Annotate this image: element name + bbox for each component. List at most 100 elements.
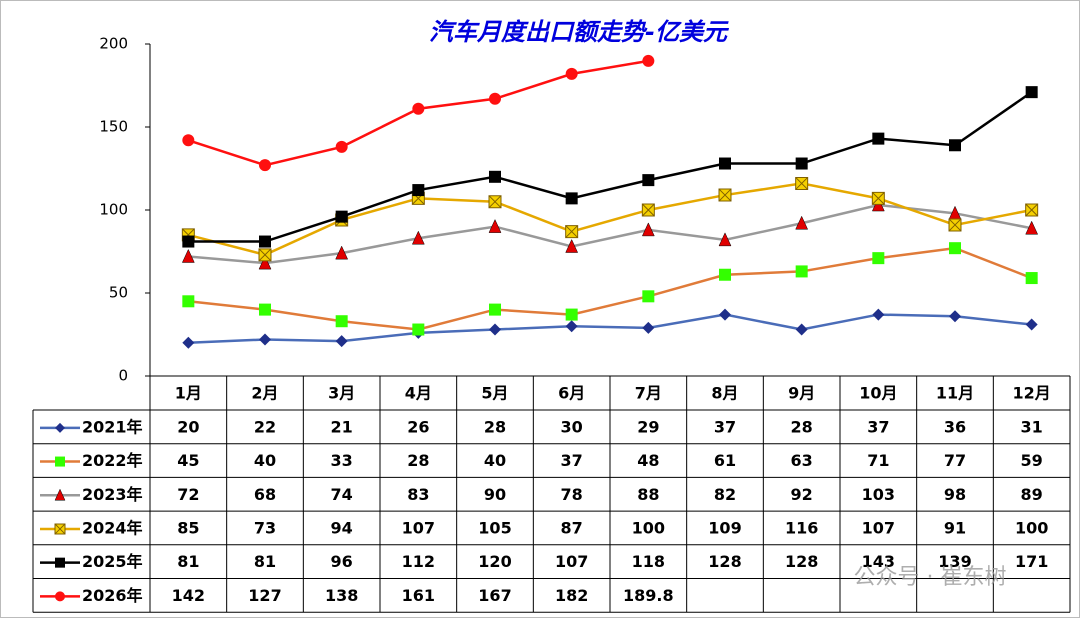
marker <box>489 170 501 183</box>
series-line <box>188 203 1032 265</box>
marker <box>55 456 65 467</box>
table-value: 116 <box>785 518 818 537</box>
table-value: 82 <box>714 485 736 504</box>
marker <box>565 192 578 205</box>
marker <box>642 174 655 187</box>
table-value: 167 <box>478 586 511 605</box>
table-value: 109 <box>708 518 741 537</box>
table-value: 112 <box>402 552 435 571</box>
marker <box>412 184 425 197</box>
table-value: 100 <box>632 518 665 537</box>
table-value: 142 <box>172 586 205 605</box>
marker <box>719 308 731 321</box>
x-tick-label: 12月 <box>1013 384 1051 403</box>
marker <box>565 308 578 321</box>
table-value: 59 <box>1021 451 1043 470</box>
table-value: 107 <box>402 518 435 537</box>
table-value: 139 <box>938 552 971 571</box>
marker <box>55 557 65 568</box>
marker <box>335 315 348 328</box>
marker <box>949 139 961 152</box>
table-value: 29 <box>637 417 659 436</box>
table-value: 78 <box>561 485 583 504</box>
table-value: 68 <box>254 485 276 504</box>
table-value: 33 <box>331 451 353 470</box>
table-value: 85 <box>177 518 199 537</box>
table-value: 128 <box>785 552 818 571</box>
marker <box>719 157 731 170</box>
marker <box>565 225 579 239</box>
x-tick-label: 1月 <box>175 384 202 403</box>
table-value: 21 <box>331 417 353 436</box>
table-value: 74 <box>331 485 353 504</box>
marker <box>1025 86 1038 99</box>
table-value: 72 <box>177 485 199 504</box>
marker <box>949 242 961 255</box>
marker <box>335 335 348 348</box>
marker <box>718 188 732 202</box>
table-value: 81 <box>254 552 276 571</box>
marker <box>259 159 271 172</box>
series-line <box>188 182 1032 257</box>
x-tick-label: 3月 <box>328 384 355 403</box>
table-value: 128 <box>708 552 741 571</box>
table-value: 28 <box>791 417 813 436</box>
marker <box>335 210 348 223</box>
marker <box>872 308 885 321</box>
table-value: 161 <box>402 586 435 605</box>
table-value: 73 <box>254 518 276 537</box>
x-tick-label: 9月 <box>788 384 815 403</box>
table-value: 171 <box>1015 552 1048 571</box>
marker <box>412 323 425 336</box>
marker <box>259 235 271 248</box>
table-value: 77 <box>944 451 966 470</box>
table-value: 61 <box>714 451 736 470</box>
y-tick-label: 200 <box>99 35 128 53</box>
marker <box>489 323 501 336</box>
marker <box>795 157 808 170</box>
table-value: 48 <box>637 451 659 470</box>
legend-label: 2023年 <box>82 485 143 504</box>
chart-title: 汽车月度出口额走势-亿美元 <box>429 18 730 46</box>
table-value: 182 <box>555 586 588 605</box>
table-value: 103 <box>862 485 895 504</box>
table-value: 87 <box>561 518 583 537</box>
marker <box>259 303 271 316</box>
marker <box>795 215 809 230</box>
marker <box>182 336 195 349</box>
marker <box>259 333 271 346</box>
marker <box>641 222 655 237</box>
marker <box>565 67 578 80</box>
table-value: 37 <box>714 417 736 436</box>
table-value: 107 <box>862 518 895 537</box>
marker <box>565 238 579 253</box>
marker <box>488 219 502 233</box>
table-value: 31 <box>1021 417 1043 436</box>
marker <box>335 140 348 153</box>
legend-label: 2021年 <box>82 417 143 436</box>
marker <box>565 320 578 333</box>
table-value: 26 <box>407 417 429 436</box>
table-value: 96 <box>331 552 353 571</box>
marker <box>718 232 732 247</box>
marker <box>872 252 885 265</box>
marker <box>55 422 65 433</box>
table-value: 100 <box>1015 518 1048 537</box>
marker <box>488 195 502 209</box>
x-tick-label: 7月 <box>635 384 662 403</box>
marker <box>795 265 808 278</box>
table-value: 40 <box>254 451 276 470</box>
y-tick-label: 150 <box>99 118 128 136</box>
table-value: 118 <box>632 552 665 571</box>
x-tick-label: 11月 <box>936 384 974 403</box>
legend-label: 2026年 <box>82 586 143 605</box>
marker <box>489 303 501 316</box>
x-tick-label: 5月 <box>481 384 508 403</box>
table-value: 81 <box>177 552 199 571</box>
table-value: 107 <box>555 552 588 571</box>
table-value: 143 <box>862 552 895 571</box>
x-tick-label: 4月 <box>405 384 432 403</box>
table-value: 91 <box>944 518 966 537</box>
